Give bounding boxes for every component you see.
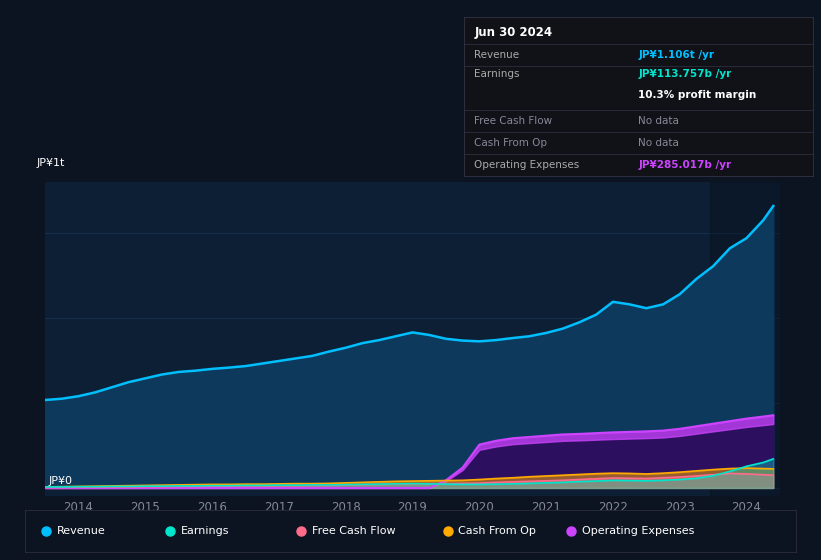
- Text: Cash From Op: Cash From Op: [475, 138, 548, 148]
- Text: Revenue: Revenue: [475, 50, 520, 60]
- Text: Cash From Op: Cash From Op: [458, 526, 536, 535]
- Text: Operating Expenses: Operating Expenses: [582, 526, 695, 535]
- Text: No data: No data: [639, 116, 679, 126]
- Text: Jun 30 2024: Jun 30 2024: [475, 26, 553, 39]
- Text: JP¥1.106t /yr: JP¥1.106t /yr: [639, 50, 714, 60]
- Text: JP¥113.757b /yr: JP¥113.757b /yr: [639, 69, 732, 79]
- Text: Earnings: Earnings: [181, 526, 229, 535]
- Bar: [710, 182, 780, 496]
- Text: JP¥1t: JP¥1t: [37, 158, 66, 168]
- Text: Revenue: Revenue: [57, 526, 106, 535]
- Text: Free Cash Flow: Free Cash Flow: [312, 526, 396, 535]
- Text: JP¥0: JP¥0: [48, 476, 72, 486]
- Text: JP¥285.017b /yr: JP¥285.017b /yr: [639, 160, 732, 170]
- Text: No data: No data: [639, 138, 679, 148]
- Text: 10.3% profit margin: 10.3% profit margin: [639, 90, 757, 100]
- Text: Earnings: Earnings: [475, 69, 520, 79]
- Text: Operating Expenses: Operating Expenses: [475, 160, 580, 170]
- Text: Free Cash Flow: Free Cash Flow: [475, 116, 553, 126]
